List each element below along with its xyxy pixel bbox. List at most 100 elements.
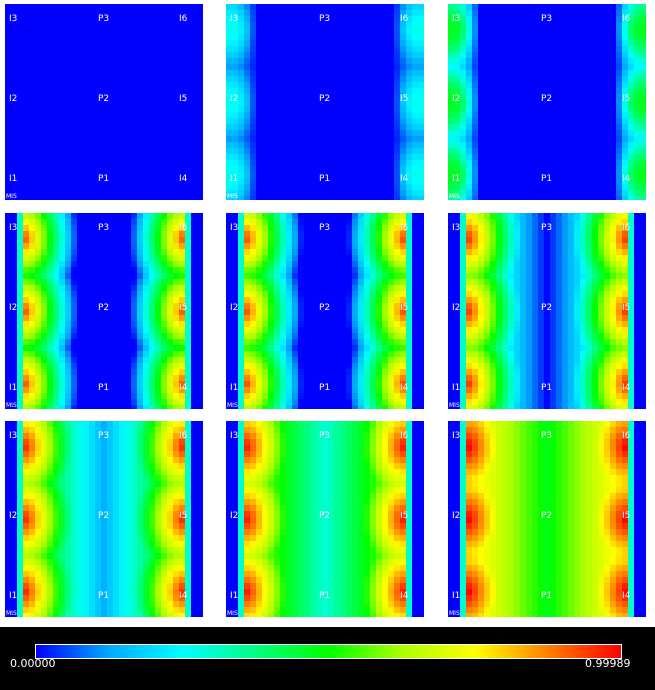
panel-label-i6: I6 (622, 431, 631, 441)
panel-label-i2: I2 (230, 303, 239, 313)
panel-label-p1: P1 (541, 383, 553, 393)
panel-label-p2: P2 (319, 94, 331, 104)
panel-label-i3: I3 (452, 14, 461, 24)
field-panel: I3 P3 I6 I2 P2 I5 I1 P1 I4 MIS (448, 213, 646, 409)
panel-label-i3: I3 (230, 431, 239, 441)
panel-label-i2: I2 (9, 511, 18, 521)
panel-label-p1: P1 (319, 383, 331, 393)
panel-watermark: MIS (449, 610, 460, 617)
panel-watermark: MIS (227, 610, 238, 617)
field-heatmap (226, 213, 424, 409)
field-heatmap (226, 4, 424, 200)
panel-watermark: MIS (6, 193, 17, 200)
panel-label-i3: I3 (452, 431, 461, 441)
field-panel: I3 P3 I6 I2 P2 I5 I1 P1 I4 MIS (5, 4, 203, 200)
colorbar-min-label: 0.00000 (10, 657, 56, 670)
panel-label-i5: I5 (400, 511, 409, 521)
panel-label-i4: I4 (179, 383, 188, 393)
panel-watermark: MIS (227, 193, 238, 200)
panel-label-p3: P3 (98, 14, 110, 24)
panel-label-i6: I6 (400, 431, 409, 441)
panel-label-p2: P2 (98, 303, 110, 313)
panel-label-i5: I5 (622, 94, 631, 104)
field-panel: I3 P3 I6 I2 P2 I5 I1 P1 I4 MIS (5, 213, 203, 409)
panel-label-i5: I5 (400, 303, 409, 313)
panel-label-i2: I2 (230, 94, 239, 104)
panel-label-i4: I4 (400, 174, 409, 184)
panel-label-i5: I5 (179, 303, 188, 313)
panel-label-p1: P1 (541, 591, 553, 601)
panel-label-i4: I4 (179, 174, 188, 184)
panel-label-i1: I1 (9, 591, 18, 601)
panel-label-p3: P3 (319, 223, 331, 233)
panel-label-i2: I2 (230, 511, 239, 521)
panel-label-p1: P1 (98, 174, 110, 184)
field-heatmap (5, 213, 203, 409)
panel-label-p3: P3 (541, 223, 553, 233)
panel-label-i1: I1 (452, 383, 461, 393)
field-heatmap (5, 4, 203, 200)
panel-label-i6: I6 (179, 431, 188, 441)
panel-label-p1: P1 (98, 591, 110, 601)
field-heatmap (448, 213, 646, 409)
panel-label-i4: I4 (400, 591, 409, 601)
panel-label-p1: P1 (319, 174, 331, 184)
panel-label-p1: P1 (541, 174, 553, 184)
panel-label-i1: I1 (452, 174, 461, 184)
panel-label-i3: I3 (9, 223, 18, 233)
panel-label-p2: P2 (541, 303, 553, 313)
field-panel: I3 P3 I6 I2 P2 I5 I1 P1 I4 MIS (226, 213, 424, 409)
panel-watermark: MIS (6, 402, 17, 409)
panel-label-p3: P3 (319, 431, 331, 441)
panel-label-i2: I2 (452, 94, 461, 104)
panel-label-i2: I2 (9, 94, 18, 104)
panel-watermark: MIS (6, 610, 17, 617)
panel-label-p3: P3 (319, 14, 331, 24)
panel-watermark: MIS (449, 193, 460, 200)
panel-label-p3: P3 (98, 431, 110, 441)
panel-label-i4: I4 (400, 383, 409, 393)
field-heatmap (448, 421, 646, 617)
panel-label-i2: I2 (452, 511, 461, 521)
panel-label-p2: P2 (541, 511, 553, 521)
panel-label-i3: I3 (452, 223, 461, 233)
panel-label-i5: I5 (179, 511, 188, 521)
panel-label-i6: I6 (179, 223, 188, 233)
panel-label-i5: I5 (622, 303, 631, 313)
panel-label-i1: I1 (9, 383, 18, 393)
panel-label-i1: I1 (230, 174, 239, 184)
panel-label-i3: I3 (9, 14, 18, 24)
panel-label-p2: P2 (319, 511, 331, 521)
colorbar-max-label: 0.99989 (585, 657, 631, 670)
panel-label-i6: I6 (622, 14, 631, 24)
field-heatmap (448, 4, 646, 200)
panel-label-i5: I5 (179, 94, 188, 104)
panel-label-i6: I6 (179, 14, 188, 24)
field-panel: I3 P3 I6 I2 P2 I5 I1 P1 I4 MIS (226, 421, 424, 617)
panel-label-i3: I3 (9, 431, 18, 441)
panel-label-p2: P2 (319, 303, 331, 313)
field-panel: I3 P3 I6 I2 P2 I5 I1 P1 I4 MIS (448, 4, 646, 200)
panel-label-i3: I3 (230, 223, 239, 233)
panel-label-i2: I2 (9, 303, 18, 313)
panel-label-i5: I5 (622, 511, 631, 521)
panel-label-p2: P2 (98, 511, 110, 521)
panel-label-p2: P2 (98, 94, 110, 104)
panel-label-p3: P3 (98, 223, 110, 233)
panel-label-p1: P1 (98, 383, 110, 393)
panel-label-i4: I4 (622, 591, 631, 601)
panel-label-i1: I1 (452, 591, 461, 601)
panel-label-i6: I6 (400, 223, 409, 233)
panel-label-i4: I4 (622, 383, 631, 393)
panel-label-i1: I1 (230, 383, 239, 393)
panel-label-i1: I1 (230, 591, 239, 601)
field-panel: I3 P3 I6 I2 P2 I5 I1 P1 I4 MIS (226, 4, 424, 200)
colorbar: 0.00000 0.99989 (0, 627, 655, 690)
field-panel: I3 P3 I6 I2 P2 I5 I1 P1 I4 MIS (448, 421, 646, 617)
panel-label-p2: P2 (541, 94, 553, 104)
panel-label-i4: I4 (622, 174, 631, 184)
panel-label-i1: I1 (9, 174, 18, 184)
panel-label-i2: I2 (452, 303, 461, 313)
panel-label-i6: I6 (400, 14, 409, 24)
panel-watermark: MIS (227, 402, 238, 409)
